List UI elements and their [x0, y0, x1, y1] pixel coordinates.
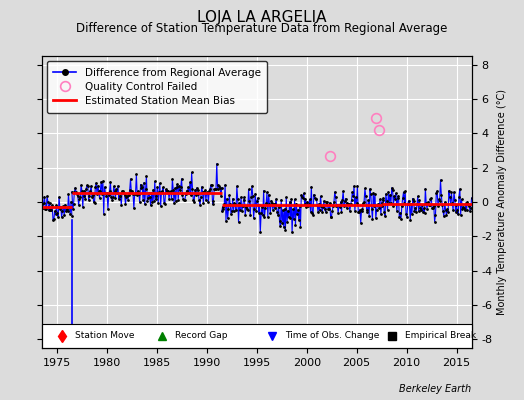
Y-axis label: Monthly Temperature Anomaly Difference (°C): Monthly Temperature Anomaly Difference (… — [497, 89, 507, 315]
Text: Difference of Station Temperature Data from Regional Average: Difference of Station Temperature Data f… — [77, 22, 447, 35]
Legend: Difference from Regional Average, Quality Control Failed, Estimated Station Mean: Difference from Regional Average, Qualit… — [47, 61, 267, 113]
Text: LOJA LA ARGELIA: LOJA LA ARGELIA — [197, 10, 327, 25]
Text: Time of Obs. Change: Time of Obs. Change — [285, 332, 379, 340]
FancyBboxPatch shape — [42, 324, 472, 348]
Text: Berkeley Earth: Berkeley Earth — [399, 384, 472, 394]
Text: Record Gap: Record Gap — [175, 332, 227, 340]
Text: Empirical Break: Empirical Break — [405, 332, 476, 340]
Text: Station Move: Station Move — [75, 332, 134, 340]
